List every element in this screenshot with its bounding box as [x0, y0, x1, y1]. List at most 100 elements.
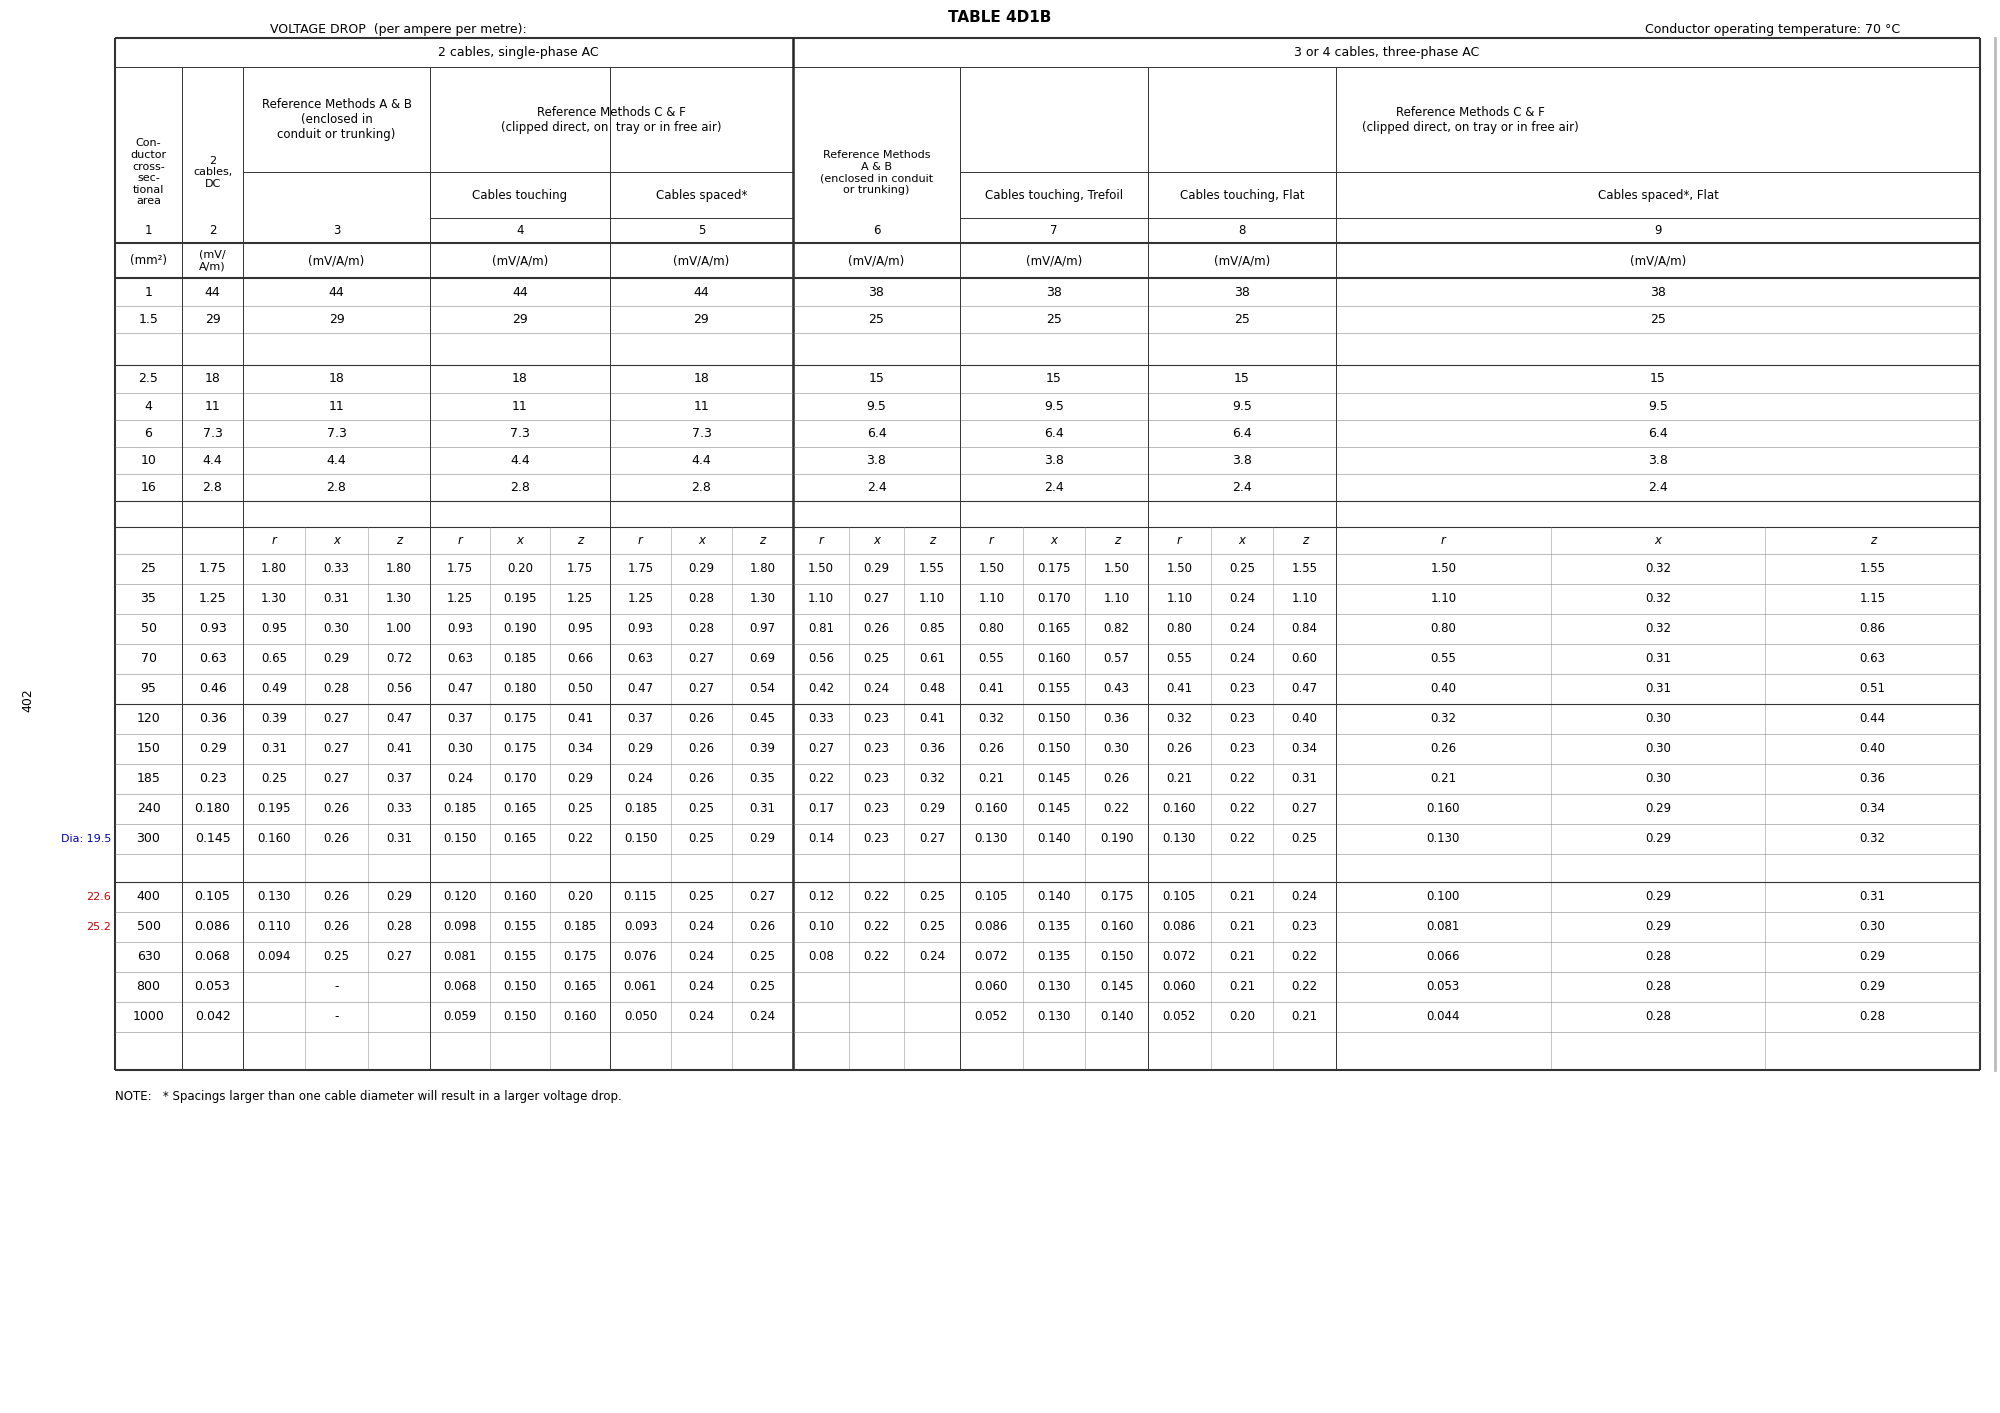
- Text: 0.23: 0.23: [1292, 920, 1318, 934]
- Text: 0.130: 0.130: [258, 890, 290, 903]
- Text: 0.175: 0.175: [504, 712, 536, 725]
- Text: Cables spaced*, Flat: Cables spaced*, Flat: [1598, 188, 1718, 202]
- Text: 0.25: 0.25: [1292, 832, 1318, 845]
- Text: 70: 70: [140, 653, 156, 666]
- Text: 0.160: 0.160: [1426, 803, 1460, 815]
- Text: 0.160: 0.160: [1162, 803, 1196, 815]
- Text: 11: 11: [512, 400, 528, 413]
- Text: 0.130: 0.130: [1162, 832, 1196, 845]
- Text: 0.25: 0.25: [1228, 562, 1256, 575]
- Text: 0.33: 0.33: [386, 803, 412, 815]
- Text: 0.165: 0.165: [504, 832, 536, 845]
- Text: 1.25: 1.25: [446, 592, 474, 606]
- Text: 11: 11: [694, 400, 710, 413]
- Text: 0.22: 0.22: [1292, 981, 1318, 993]
- Text: 0.55: 0.55: [1430, 653, 1456, 666]
- Text: 0.23: 0.23: [198, 773, 226, 786]
- Text: 0.25: 0.25: [688, 832, 714, 845]
- Text: 1.30: 1.30: [386, 592, 412, 606]
- Text: 0.47: 0.47: [1292, 682, 1318, 695]
- Text: 0.105: 0.105: [194, 890, 230, 903]
- Text: 0.22: 0.22: [1228, 773, 1256, 786]
- Text: Cables touching: Cables touching: [472, 188, 568, 202]
- Text: 0.41: 0.41: [978, 682, 1004, 695]
- Text: 0.27: 0.27: [688, 653, 714, 666]
- Text: 0.29: 0.29: [198, 742, 226, 756]
- Text: (mm²): (mm²): [130, 254, 168, 267]
- Text: 0.140: 0.140: [1038, 832, 1070, 845]
- Text: 25: 25: [1234, 314, 1250, 326]
- Text: 0.053: 0.053: [194, 981, 230, 993]
- Text: 0.098: 0.098: [444, 920, 476, 934]
- Text: 2.4: 2.4: [1232, 480, 1252, 495]
- Text: 0.29: 0.29: [566, 773, 594, 786]
- Text: 0.160: 0.160: [504, 890, 536, 903]
- Text: 0.24: 0.24: [688, 920, 714, 934]
- Text: (mV/A/m): (mV/A/m): [492, 254, 548, 267]
- Text: 0.135: 0.135: [1038, 920, 1070, 934]
- Text: 0.23: 0.23: [1228, 712, 1256, 725]
- Text: 0.95: 0.95: [568, 623, 592, 636]
- Text: Reference Methods A & B
(enclosed in
conduit or trunking): Reference Methods A & B (enclosed in con…: [262, 97, 412, 141]
- Text: 38: 38: [1650, 285, 1666, 298]
- Text: 0.26: 0.26: [324, 920, 350, 934]
- Text: 120: 120: [136, 712, 160, 725]
- Text: z: z: [1870, 534, 1876, 547]
- Text: 6.4: 6.4: [866, 427, 886, 439]
- Text: 10: 10: [140, 454, 156, 468]
- Text: 0.41: 0.41: [920, 712, 946, 725]
- Text: 1.80: 1.80: [750, 562, 776, 575]
- Text: 0.150: 0.150: [1100, 951, 1134, 964]
- Text: 0.37: 0.37: [448, 712, 474, 725]
- Text: 1: 1: [144, 285, 152, 298]
- Text: 0.145: 0.145: [194, 832, 230, 845]
- Text: 0.26: 0.26: [1166, 742, 1192, 756]
- Text: 0.170: 0.170: [1038, 592, 1070, 606]
- Text: 0.20: 0.20: [1228, 1010, 1256, 1023]
- Text: 0.22: 0.22: [864, 951, 890, 964]
- Text: VOLTAGE DROP  (per ampere per metre):: VOLTAGE DROP (per ampere per metre):: [270, 24, 526, 37]
- Text: 1.10: 1.10: [808, 592, 834, 606]
- Text: 0.150: 0.150: [1038, 742, 1070, 756]
- Text: 1.10: 1.10: [920, 592, 946, 606]
- Text: 50: 50: [140, 623, 156, 636]
- Text: 0.115: 0.115: [624, 890, 658, 903]
- Text: 0.32: 0.32: [978, 712, 1004, 725]
- Text: 0.93: 0.93: [448, 623, 474, 636]
- Text: 11: 11: [328, 400, 344, 413]
- Text: 44: 44: [694, 285, 710, 298]
- Text: 1.50: 1.50: [808, 562, 834, 575]
- Text: Cables touching, Trefoil: Cables touching, Trefoil: [984, 188, 1124, 202]
- Text: 0.25: 0.25: [920, 920, 946, 934]
- Text: 0.26: 0.26: [324, 890, 350, 903]
- Text: 0.165: 0.165: [1038, 623, 1070, 636]
- Text: 0.47: 0.47: [386, 712, 412, 725]
- Text: Cables touching, Flat: Cables touching, Flat: [1180, 188, 1304, 202]
- Text: 0.57: 0.57: [1104, 653, 1130, 666]
- Text: r: r: [1440, 534, 1446, 547]
- Text: 0.26: 0.26: [688, 742, 714, 756]
- Text: 2 cables, single-phase AC: 2 cables, single-phase AC: [438, 47, 598, 59]
- Text: 0.30: 0.30: [1646, 742, 1670, 756]
- Text: 2.8: 2.8: [510, 480, 530, 495]
- Text: -: -: [334, 981, 338, 993]
- Text: 0.155: 0.155: [504, 920, 536, 934]
- Text: 0.29: 0.29: [864, 562, 890, 575]
- Text: 4.4: 4.4: [510, 454, 530, 468]
- Text: 0.44: 0.44: [1860, 712, 1886, 725]
- Text: 0.160: 0.160: [1100, 920, 1134, 934]
- Text: 0.28: 0.28: [1644, 1010, 1672, 1023]
- Text: 4: 4: [144, 400, 152, 413]
- Text: 2.8: 2.8: [202, 480, 222, 495]
- Text: 8: 8: [1238, 225, 1246, 237]
- Text: x: x: [332, 534, 340, 547]
- Text: 0.059: 0.059: [444, 1010, 476, 1023]
- Text: 9.5: 9.5: [866, 400, 886, 413]
- Text: 0.086: 0.086: [1162, 920, 1196, 934]
- Text: 1: 1: [144, 225, 152, 237]
- Text: 0.34: 0.34: [1860, 803, 1886, 815]
- Text: 5: 5: [698, 225, 706, 237]
- Text: 0.29: 0.29: [386, 890, 412, 903]
- Text: 0.130: 0.130: [1426, 832, 1460, 845]
- Text: 0.28: 0.28: [324, 682, 350, 695]
